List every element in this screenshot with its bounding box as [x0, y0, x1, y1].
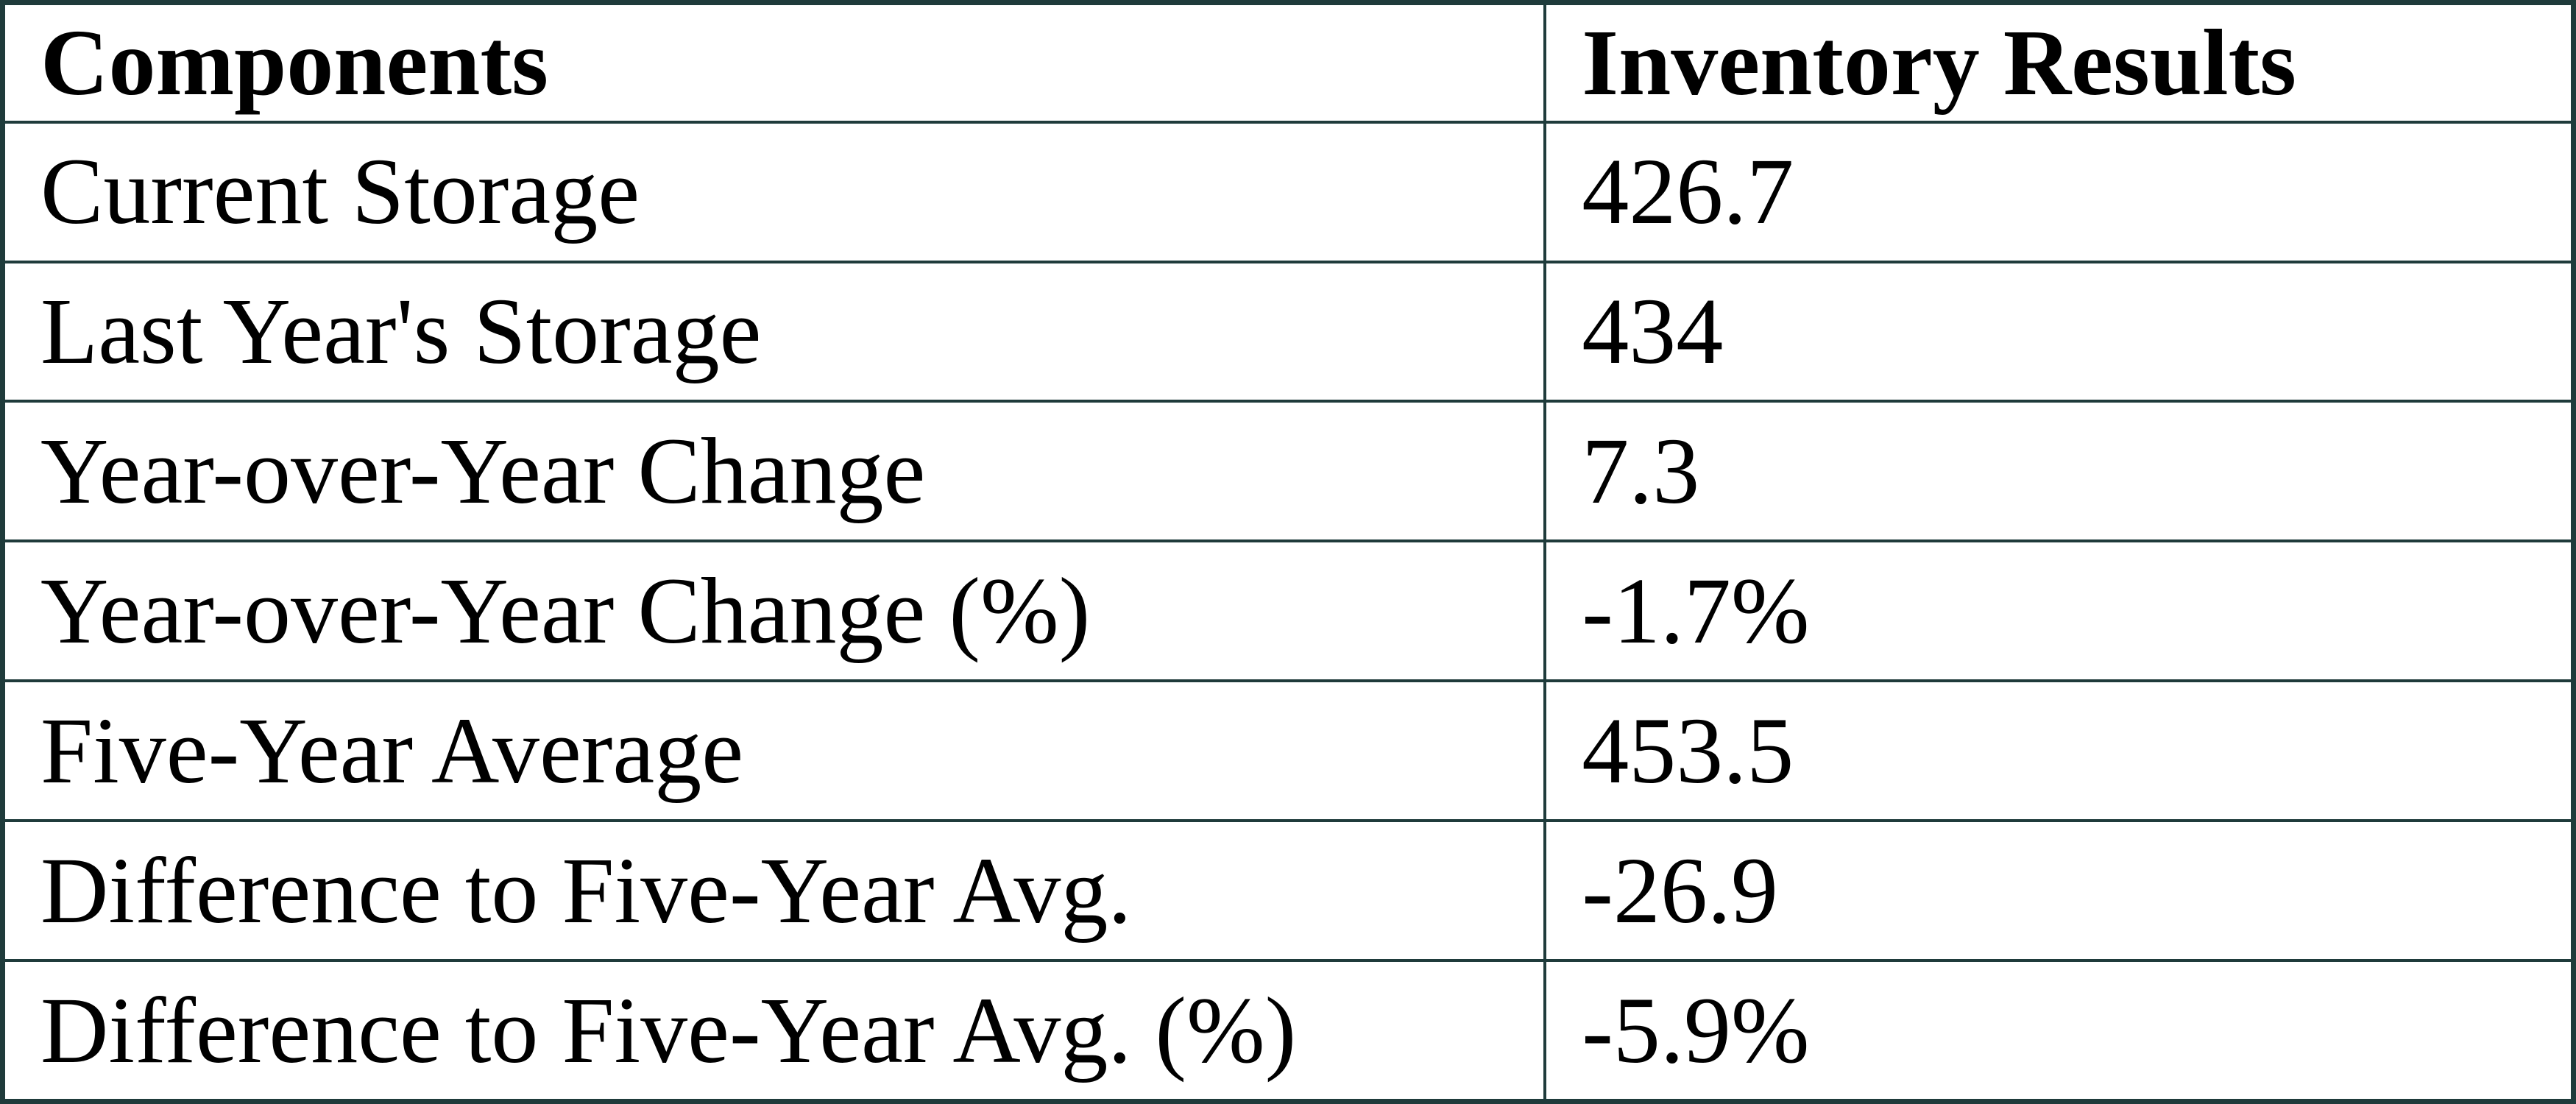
column-header-inventory-results: Inventory Results: [1543, 1, 2575, 124]
table-row: Year-over-Year Change (%) -1.7%: [1, 539, 2575, 683]
row-label-diff-five-year-avg-percent: Difference to Five-Year Avg. (%): [1, 958, 1547, 1103]
table-row: Current Storage 426.7: [1, 120, 2575, 263]
table-header-row: Components Inventory Results: [1, 1, 2575, 124]
row-value-last-years-storage: 434: [1543, 260, 2575, 403]
row-label-current-storage: Current Storage: [1, 120, 1547, 263]
row-label-yoy-change-percent: Year-over-Year Change (%): [1, 539, 1547, 683]
row-value-five-year-average: 453.5: [1543, 679, 2575, 823]
row-value-yoy-change: 7.3: [1543, 400, 2575, 543]
row-label-last-years-storage: Last Year's Storage: [1, 260, 1547, 403]
row-value-diff-five-year-avg-percent: -5.9%: [1543, 958, 2575, 1103]
row-value-diff-five-year-avg: -26.9: [1543, 819, 2575, 962]
table-row: Last Year's Storage 434: [1, 260, 2575, 403]
row-label-yoy-change: Year-over-Year Change: [1, 400, 1547, 543]
table-row: Year-over-Year Change 7.3: [1, 400, 2575, 543]
table-row: Five-Year Average 453.5: [1, 679, 2575, 823]
row-label-five-year-average: Five-Year Average: [1, 679, 1547, 823]
row-value-current-storage: 426.7: [1543, 120, 2575, 263]
table-row: Difference to Five-Year Avg. (%) -5.9%: [1, 958, 2575, 1103]
column-header-components: Components: [1, 1, 1547, 124]
row-value-yoy-change-percent: -1.7%: [1543, 539, 2575, 683]
table-row: Difference to Five-Year Avg. -26.9: [1, 819, 2575, 962]
row-label-diff-five-year-avg: Difference to Five-Year Avg.: [1, 819, 1547, 962]
